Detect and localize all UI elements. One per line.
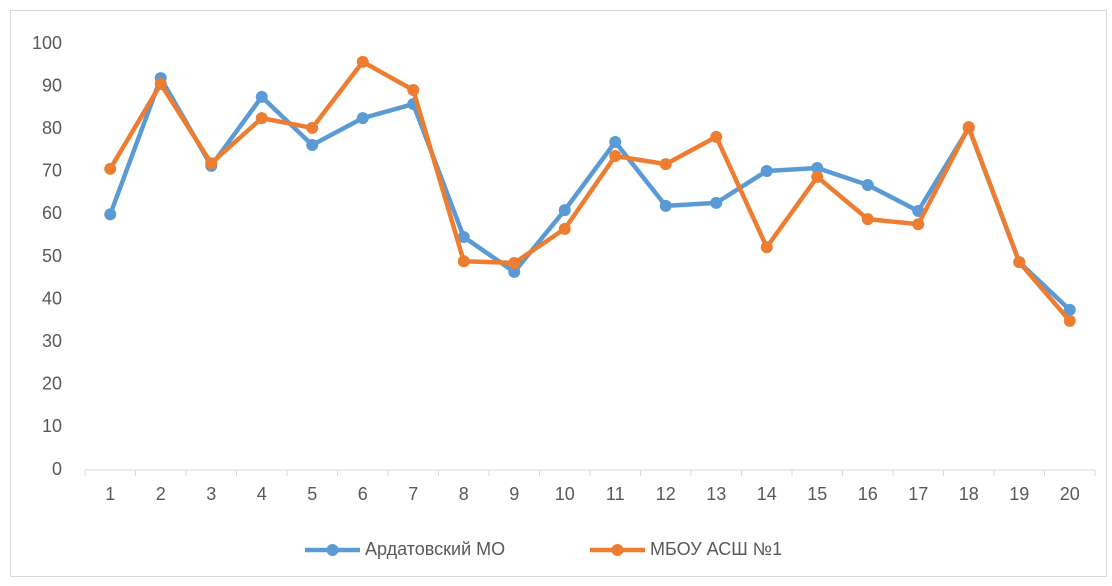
point [1013,256,1026,269]
point [306,121,319,134]
point [760,164,773,177]
x-tick-label: 3 [206,484,216,504]
x-tick-label: 11 [606,484,625,504]
y-tick-label: 80 [42,118,62,138]
legend-label: МБОУ АСШ №1 [650,539,782,559]
x-tick-label: 10 [555,484,575,504]
x-tick-label: 13 [706,484,726,504]
y-tick-label: 70 [42,161,62,181]
point [508,256,521,269]
series-line [108,75,1072,312]
point [609,150,622,163]
legend-marker [611,544,624,556]
x-tick-label: 6 [358,484,368,504]
legend-label: Ардатовский МО [365,539,505,559]
point [912,218,925,231]
y-tick-label: 40 [42,288,62,308]
x-tick-label: 7 [408,484,418,504]
chart-border [10,10,1107,577]
point [356,55,369,68]
x-tick-label: 14 [757,484,777,504]
point [407,84,420,97]
point [558,222,571,235]
point [710,196,723,209]
point [811,170,824,183]
point [659,158,672,171]
point [154,78,167,91]
point [609,135,622,148]
y-tick-label: 0 [52,459,62,479]
point [659,199,672,212]
point [861,179,874,192]
y-tick-label: 30 [42,331,62,351]
point [558,204,571,217]
y-tick-label: 100 [32,33,62,53]
point [710,130,723,143]
x-tick-label: 4 [257,484,267,504]
x-tick-label: 19 [1009,484,1029,504]
x-tick-label: 9 [509,484,519,504]
point [255,90,268,103]
point [457,230,470,243]
x-tick-label: 20 [1060,484,1080,504]
point [508,265,521,278]
y-tick-label: 60 [42,203,62,223]
point [306,138,319,151]
x-tick-label: 8 [459,484,469,504]
point [1063,303,1076,316]
x-tick-label: 5 [307,484,317,504]
y-tick-label: 10 [42,416,62,436]
x-tick-label: 17 [908,484,928,504]
legend-marker [326,544,339,556]
y-tick-label: 50 [42,246,62,266]
y-tick-label: 90 [42,75,62,95]
x-tick-label: 1 [105,484,115,504]
point [760,241,773,254]
point [104,162,117,175]
point [811,161,824,174]
point [861,213,874,226]
point [255,112,268,125]
x-tick-label: 2 [156,484,166,504]
x-tick-label: 18 [959,484,979,504]
point [1063,314,1076,327]
x-tick-label: 15 [807,484,827,504]
point [104,208,117,221]
point [962,121,975,134]
point [457,255,470,268]
x-tick-label: 12 [656,484,676,504]
point [356,112,369,125]
point [205,157,218,170]
y-tick-label: 20 [42,374,62,394]
x-tick-label: 16 [858,484,878,504]
series-line [108,59,1072,323]
